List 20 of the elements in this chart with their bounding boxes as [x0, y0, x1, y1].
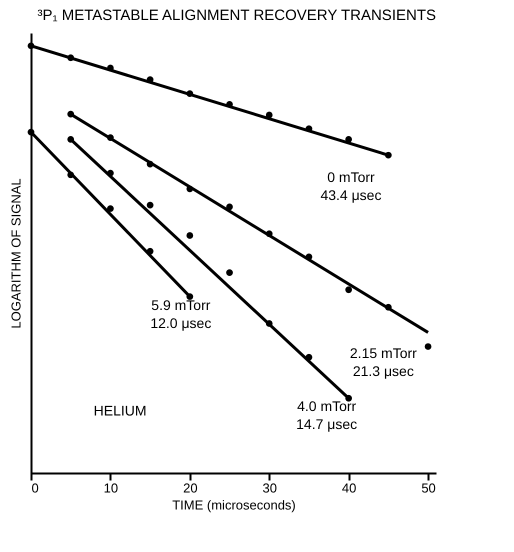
x-tick-label: 10 [104, 480, 118, 496]
x-tick-label: 0 [32, 480, 39, 496]
x-tick-label: 20 [183, 480, 198, 496]
annotation: HELIUM [94, 402, 147, 418]
annotation: 5.9 mTorr 12.0 μsec [150, 296, 212, 331]
point [186, 232, 194, 239]
point [226, 269, 233, 276]
chart-title: ³P₁ METASTABLE ALIGNMENT RECOVERY TRANSIENTS [38, 7, 436, 24]
y-axis-title: LOGARITHM OF SIGNAL [8, 178, 24, 329]
x-axis-title: TIME (microseconds) [172, 498, 296, 512]
point [146, 202, 154, 209]
point [345, 286, 352, 294]
x-tick-label: 40 [342, 480, 356, 496]
annotation: 4.0 mTorr 14.7 μsec [296, 398, 358, 432]
point [107, 205, 114, 212]
x-tick-label: 30 [262, 480, 277, 496]
annotation: 2.15 mTorr 21.3 μsec [350, 345, 418, 380]
annotation: 0 mTorr 43.4 μsec [320, 169, 382, 204]
x-tick-label: 50 [421, 480, 436, 496]
point [424, 343, 432, 350]
